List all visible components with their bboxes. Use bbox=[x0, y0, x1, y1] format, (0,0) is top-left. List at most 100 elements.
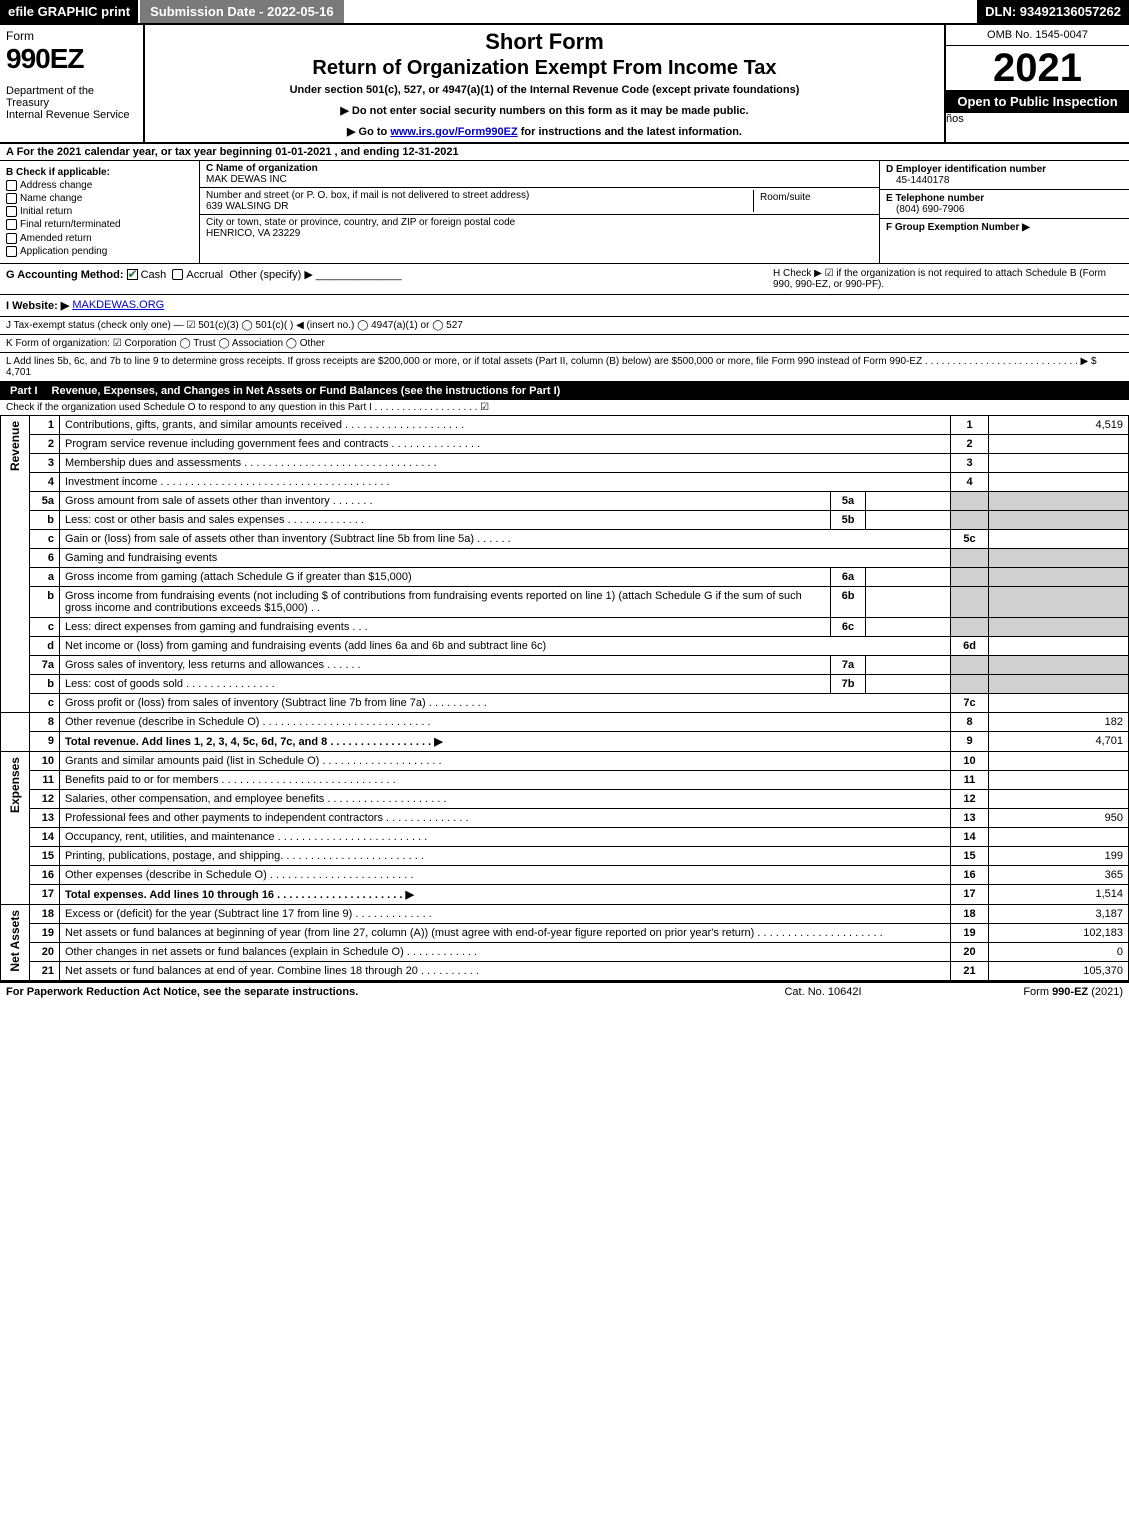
sub-6c-val bbox=[866, 617, 951, 636]
line-15-desc: Printing, publications, postage, and shi… bbox=[60, 846, 951, 865]
sub-5b-num: 5b bbox=[831, 510, 866, 529]
chk-cash[interactable] bbox=[127, 269, 138, 280]
header-left: Form 990EZ Department of the Treasury In… bbox=[0, 25, 145, 142]
grey-5b bbox=[951, 510, 989, 529]
submission-date: Submission Date - 2022-05-16 bbox=[138, 0, 346, 23]
title-short-form: Short Form bbox=[151, 29, 938, 55]
city-cell: City or town, state or province, country… bbox=[200, 215, 879, 241]
col-20-num: 20 bbox=[951, 942, 989, 961]
col-7c-val bbox=[989, 693, 1129, 712]
line-6a-desc: Gross income from gaming (attach Schedul… bbox=[60, 567, 831, 586]
col-5c-num: 5c bbox=[951, 529, 989, 548]
col-7c-num: 7c bbox=[951, 693, 989, 712]
line-5a-desc: Gross amount from sale of assets other t… bbox=[60, 491, 831, 510]
inspection-badge: Open to Public Inspection bbox=[946, 90, 1129, 113]
sub-5a-num: 5a bbox=[831, 491, 866, 510]
part-1-title: Revenue, Expenses, and Changes in Net As… bbox=[52, 385, 561, 397]
sub-7b-val bbox=[866, 674, 951, 693]
g-label: G Accounting Method: bbox=[6, 269, 124, 281]
irs-link[interactable]: www.irs.gov/Form990EZ bbox=[390, 126, 517, 138]
sub-6b-val bbox=[866, 586, 951, 617]
grey-6c bbox=[951, 617, 989, 636]
netassets-vlabel: Net Assets bbox=[1, 904, 30, 980]
sub-6a-num: 6a bbox=[831, 567, 866, 586]
col-19-num: 19 bbox=[951, 923, 989, 942]
part-1-check: Check if the organization used Schedule … bbox=[0, 400, 1129, 416]
grey-6c-v bbox=[989, 617, 1129, 636]
grey-6b-v bbox=[989, 586, 1129, 617]
part-1-header: Part I Revenue, Expenses, and Changes in… bbox=[0, 382, 1129, 400]
ein-label: D Employer identification number bbox=[886, 164, 1123, 175]
omb-number: OMB No. 1545-0047 bbox=[946, 25, 1129, 46]
line-14-desc: Occupancy, rent, utilities, and maintena… bbox=[60, 827, 951, 846]
col-11-val bbox=[989, 770, 1129, 789]
col-6d-val bbox=[989, 636, 1129, 655]
col-8-val: 182 bbox=[989, 712, 1129, 731]
col-11-num: 11 bbox=[951, 770, 989, 789]
address-value: 639 WALSING DR bbox=[206, 201, 753, 212]
dln-label: DLN: 93492136057262 bbox=[977, 0, 1129, 23]
header-right: OMB No. 1545-0047 2021 Open to Public In… bbox=[944, 25, 1129, 142]
col-12-num: 12 bbox=[951, 789, 989, 808]
group-exempt-cell: F Group Exemption Number ▶ bbox=[880, 219, 1129, 236]
line-13-desc: Professional fees and other payments to … bbox=[60, 808, 951, 827]
col-8-num: 8 bbox=[951, 712, 989, 731]
line-3-desc: Membership dues and assessments . . . . … bbox=[60, 453, 951, 472]
chk-final-return[interactable]: Final return/terminated bbox=[6, 219, 193, 230]
city-label: City or town, state or province, country… bbox=[206, 217, 873, 228]
grey-7b-v bbox=[989, 674, 1129, 693]
col-20-val: 0 bbox=[989, 942, 1129, 961]
col-4-val bbox=[989, 472, 1129, 491]
header-center: Short Form Return of Organization Exempt… bbox=[145, 25, 944, 142]
sub-5a-val bbox=[866, 491, 951, 510]
chk-address-change[interactable]: Address change bbox=[6, 180, 193, 191]
grey-6a bbox=[951, 567, 989, 586]
org-name-cell: C Name of organization MAK DEWAS INC bbox=[200, 161, 879, 188]
note-ssn: ▶ Do not enter social security numbers o… bbox=[151, 104, 938, 117]
footer-center: Cat. No. 10642I bbox=[723, 986, 923, 998]
section-b: B Check if applicable: Address change Na… bbox=[0, 161, 200, 263]
col-3-val bbox=[989, 453, 1129, 472]
chk-name-change[interactable]: Name change bbox=[6, 193, 193, 204]
col-6d-num: 6d bbox=[951, 636, 989, 655]
sub-6b-num: 6b bbox=[831, 586, 866, 617]
col-1-num: 1 bbox=[951, 416, 989, 435]
chk-amended-return[interactable]: Amended return bbox=[6, 233, 193, 244]
col-17-val: 1,514 bbox=[989, 884, 1129, 904]
grey-7a-v bbox=[989, 655, 1129, 674]
line-6c-desc: Less: direct expenses from gaming and fu… bbox=[60, 617, 831, 636]
website-label: I Website: ▶ bbox=[6, 299, 69, 312]
chk-accrual[interactable] bbox=[172, 269, 183, 280]
sub-6c-num: 6c bbox=[831, 617, 866, 636]
accounting-method: G Accounting Method: Cash Accrual Other … bbox=[6, 268, 773, 290]
footer-right: Form 990-EZ (2021) bbox=[923, 986, 1123, 998]
phone-value: (804) 690-7906 bbox=[886, 204, 1123, 215]
col-14-num: 14 bbox=[951, 827, 989, 846]
col-9-val: 4,701 bbox=[989, 731, 1129, 751]
ein-value: 45-1440178 bbox=[886, 175, 1123, 186]
col-15-num: 15 bbox=[951, 846, 989, 865]
sub-6a-val bbox=[866, 567, 951, 586]
sub-7a-val bbox=[866, 655, 951, 674]
col-21-val: 105,370 bbox=[989, 961, 1129, 980]
website-link[interactable]: MAKDEWAS.ORG bbox=[72, 299, 164, 312]
footer-left: For Paperwork Reduction Act Notice, see … bbox=[6, 986, 723, 998]
efile-label[interactable]: efile GRAPHIC print bbox=[0, 0, 138, 23]
address-label: Number and street (or P. O. box, if mail… bbox=[206, 190, 753, 201]
revenue-vlabel-cont bbox=[1, 712, 30, 751]
col-2-num: 2 bbox=[951, 434, 989, 453]
chk-application-pending[interactable]: Application pending bbox=[6, 246, 193, 257]
line-21-desc: Net assets or fund balances at end of ye… bbox=[60, 961, 951, 980]
line-h: H Check ▶ ☑ if the organization is not r… bbox=[773, 268, 1123, 290]
ein-cell: D Employer identification number 45-1440… bbox=[880, 161, 1129, 190]
address-row: Number and street (or P. O. box, if mail… bbox=[200, 188, 879, 215]
note-goto: ▶ Go to www.irs.gov/Form990EZ for instru… bbox=[151, 125, 938, 138]
expenses-vlabel: Expenses bbox=[1, 751, 30, 904]
grey-5a bbox=[951, 491, 989, 510]
col-4-num: 4 bbox=[951, 472, 989, 491]
line-12-desc: Salaries, other compensation, and employ… bbox=[60, 789, 951, 808]
chk-initial-return[interactable]: Initial return bbox=[6, 206, 193, 217]
section-def: D Employer identification number 45-1440… bbox=[879, 161, 1129, 263]
line-16-desc: Other expenses (describe in Schedule O) … bbox=[60, 865, 951, 884]
line-j: J Tax-exempt status (check only one) — ☑… bbox=[0, 317, 1129, 335]
